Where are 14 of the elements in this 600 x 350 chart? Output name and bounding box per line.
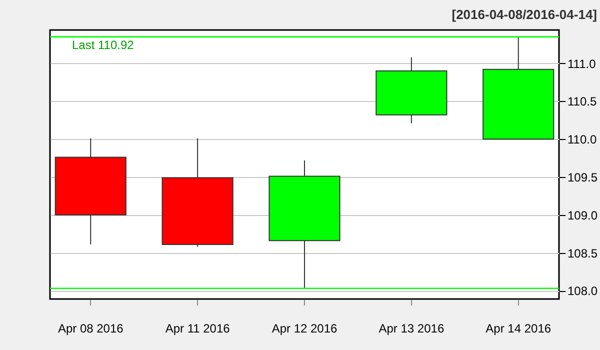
y-tick-label: 110.0 [568,132,597,147]
x-tick-label: Apr 11 2016 [165,322,230,336]
y-tick-label: 109.0 [568,208,598,222]
y-tick-label: 110.5 [568,94,597,109]
x-tick-label: Apr 12 2016 [272,322,338,336]
y-tick-label: 108.0 [568,284,598,298]
x-tick-label: Apr 08 2016 [58,322,124,336]
chart-subtitle: [2016-04-08/2016-04-14] [452,7,598,22]
x-tick-label: Apr 13 2016 [378,322,444,336]
annotation: Last 110.92 [72,38,134,52]
y-tick-label: 111.0 [568,56,596,71]
x-tick-label: Apr 14 2016 [486,322,552,336]
y-tick-label: 109.5 [568,170,598,185]
y-tick-label: 108.5 [568,246,598,260]
